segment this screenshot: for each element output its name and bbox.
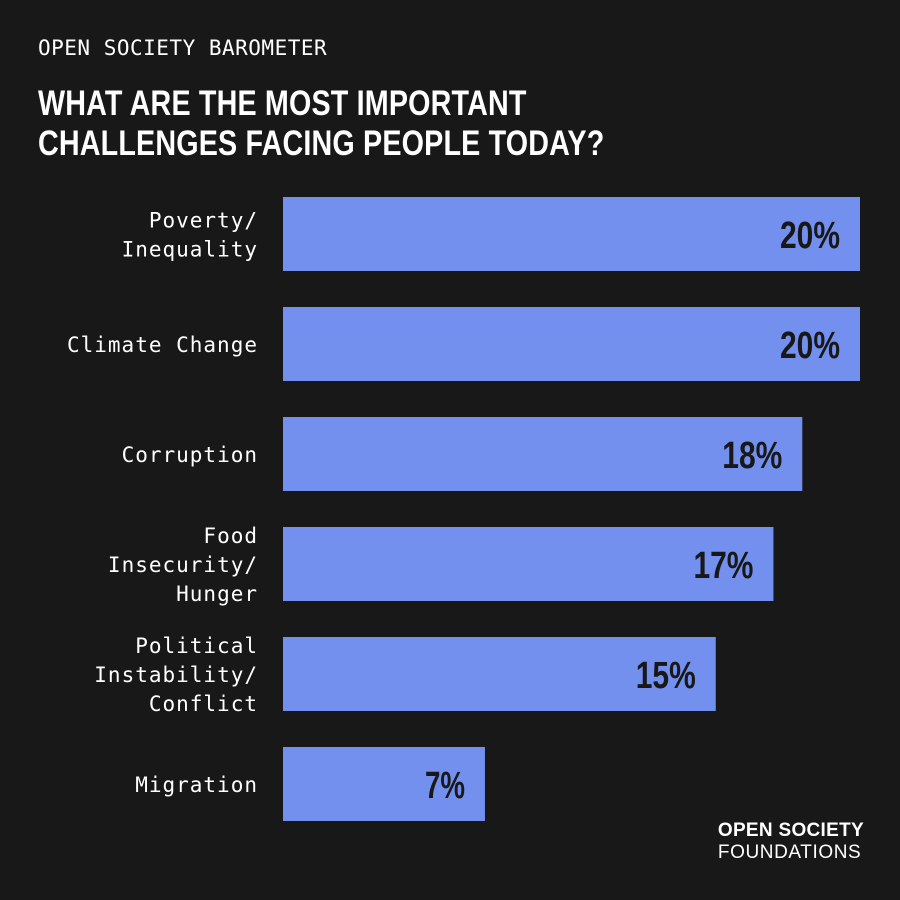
chart-title: WHAT ARE THE MOST IMPORTANT CHALLENGES F… [38, 84, 612, 163]
category-label-2-line-0: Corruption [122, 443, 258, 467]
category-label-3-line-0: Food [203, 524, 258, 548]
bar-3 [283, 527, 774, 601]
chart-title-line2: CHALLENGES FACING PEOPLE TODAY? [38, 123, 605, 163]
chart-title-line1: WHAT ARE THE MOST IMPORTANT [38, 84, 527, 123]
category-label-4-line-1: Instability/ [94, 663, 258, 687]
bar-1 [283, 307, 860, 381]
category-label-5-line-0: Migration [135, 773, 258, 797]
bar-value-label-5: 7% [425, 765, 465, 807]
category-label-0-line-0: Poverty/ [149, 209, 258, 233]
bar-value-label-1: 20% [780, 325, 840, 367]
bar-5 [283, 747, 485, 821]
brand-line1: OPEN SOCIETY [717, 820, 864, 841]
category-label-0-line-1: Inequality [122, 238, 258, 262]
bar-4 [283, 637, 716, 711]
kicker-text: OPEN SOCIETY BAROMETER [38, 36, 328, 60]
brand-line2: FOUNDATIONS [717, 841, 862, 863]
bar-value-label-4: 15% [636, 655, 696, 697]
bar-0 [283, 197, 860, 271]
category-label-3-line-1: Insecurity/ [108, 553, 258, 577]
category-label-1-line-0: Climate Change [67, 333, 258, 357]
category-label-4-line-0: Political [135, 634, 258, 658]
bar-2 [283, 417, 803, 491]
bar-value-label-3: 17% [693, 545, 753, 587]
bar-value-label-2: 18% [722, 435, 782, 477]
brand-logo: OPEN SOCIETY FOUNDATIONS [718, 820, 864, 864]
category-label-4-line-2: Conflict [149, 692, 258, 716]
category-label-3-line-2: Hunger [176, 582, 258, 606]
bar-value-label-0: 20% [780, 215, 840, 257]
